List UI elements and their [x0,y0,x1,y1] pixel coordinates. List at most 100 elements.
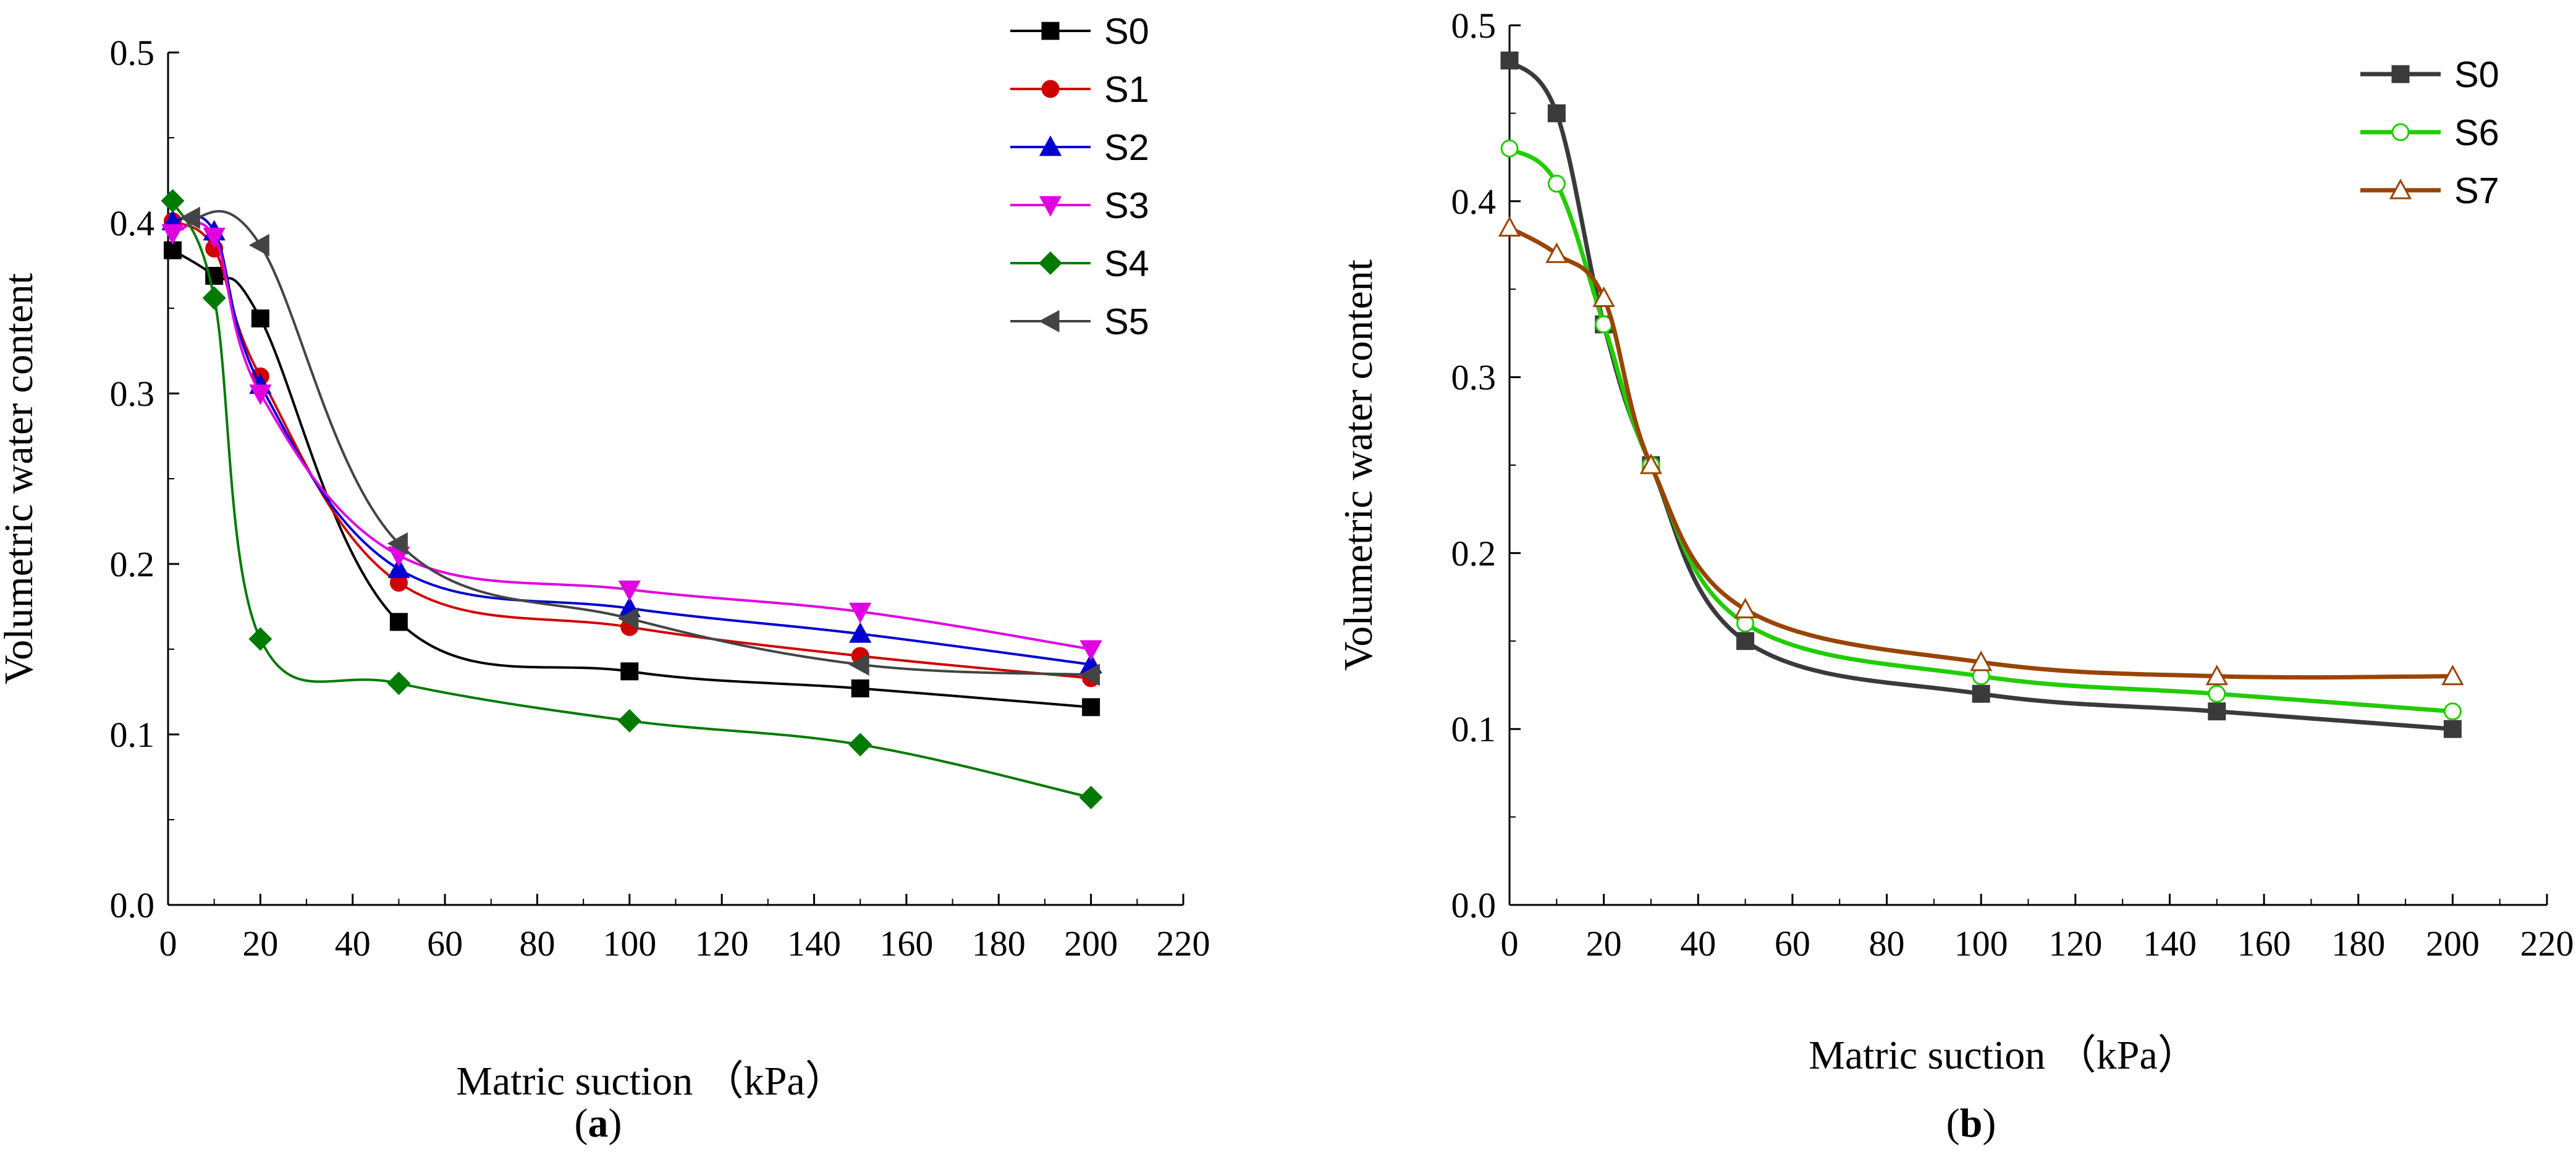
y-axis-label: Volumetric water content [1336,259,1381,671]
y-tick-label: 0.4 [110,203,155,243]
legend-item: S7 [2360,170,2499,211]
legend-item: S3 [1010,185,1149,226]
panel-label: (b) [1946,1101,1996,1146]
legend-label: S4 [1104,243,1149,284]
data-point [1500,139,1519,158]
data-point [2441,665,2464,686]
legend-label: S5 [1104,301,1149,342]
legend-label: S0 [1104,11,1149,52]
x-tick-label: 40 [1680,923,1716,964]
panel-label-letter: a [588,1101,609,1146]
x-tick-label: 180 [972,923,1026,964]
data-point [387,532,408,555]
legend-item: S0 [1010,11,1149,52]
y-axis-label: Volumetric water content [0,273,41,684]
series-S3 [161,222,1102,661]
x-tick-label: 80 [519,923,555,964]
x-tick-label: 160 [2237,923,2291,964]
y-tick-label: 0.3 [1451,358,1497,398]
legend-item: S5 [1010,301,1149,342]
legend-item: S1 [1010,69,1149,110]
data-point [2208,702,2226,721]
data-point [849,622,872,643]
legend-item: S6 [2360,112,2499,153]
data-point [161,224,184,245]
legend-marker [2391,123,2410,141]
series-line [172,214,1091,666]
x-tick-label: 140 [2143,923,2197,964]
panel-b: 0 20 40 60 80 100 120 140 160 180 200 220 0.0 0.1 0.2 0… [1336,6,2574,1146]
data-point [1972,684,1990,703]
x-tick-label: 100 [602,923,656,964]
x-tick-label: 60 [1775,923,1810,964]
data-point [618,607,639,630]
x-tick-label: 220 [2520,923,2574,964]
series-line [1508,146,2453,714]
series-line [172,222,1091,650]
data-point [851,679,869,697]
x-tick-label: 100 [1954,923,2008,964]
series-line [190,209,1091,676]
x-tick-label: 140 [787,923,841,964]
x-tick-label: 120 [695,923,749,964]
data-point [1545,242,1568,263]
legend-marker [1038,251,1063,275]
y-tick-label: 0.2 [110,544,155,584]
x-tick-label: 200 [2426,923,2480,964]
data-point [848,653,869,676]
legend-label: S7 [2454,170,2499,211]
panel-label-letter: b [1960,1101,1983,1146]
series-S5 [179,206,1100,686]
data-point [848,733,872,757]
x-tick-label: 160 [879,923,933,964]
series-S0 [1500,51,2462,738]
panel-a: 0 20 40 60 80 100 120 140 160 180 200 220 0.0 0.1 0.2 0… [0,11,1210,1146]
legend-label: S2 [1104,127,1149,168]
legend-marker [1039,196,1062,217]
legend-marker [1041,22,1060,40]
x-tick-label: 60 [427,923,463,964]
data-point [849,602,872,624]
x-tick-label: 0 [159,923,177,964]
data-point [249,384,272,405]
y-tick-label: 0.1 [1451,709,1497,749]
series-line [1508,59,2453,731]
data-point [248,233,269,257]
data-point [1734,597,1757,619]
data-point [1547,104,1566,122]
data-point [1736,632,1755,650]
legend-label: S3 [1104,185,1149,226]
x-tick-label: 40 [335,923,371,964]
series-line [1508,225,2453,680]
data-point [2443,720,2462,738]
x-tick-label: 20 [1586,923,1622,964]
data-point [163,241,182,259]
data-point [1970,650,1993,671]
data-point [1639,453,1663,474]
legend-label: S0 [2454,54,2499,95]
series-S4 [161,189,1103,810]
legend-label: S1 [1104,69,1149,110]
x-axis-label: Matric suction （kPa） [456,1059,846,1104]
series-S0 [163,241,1100,717]
data-point [161,189,185,213]
data-point [179,206,200,229]
y-tick-label: 0.4 [1451,182,1497,222]
y-tick-label: 0.1 [110,715,155,755]
data-point [618,580,641,602]
data-point [248,627,272,651]
data-point [1079,786,1103,810]
y-tick-label: 0.0 [110,885,155,925]
series-line [171,200,1092,799]
legend-item: S4 [1010,243,1149,284]
data-point [1079,640,1102,661]
legend-marker [2389,179,2412,200]
series-S2 [161,209,1102,674]
x-tick-label: 200 [1064,923,1118,964]
x-tick-label: 180 [2331,923,2385,964]
data-point [620,662,639,681]
x-tick-label: 120 [2048,923,2102,964]
series-line [172,249,1091,708]
data-point [1547,174,1566,193]
